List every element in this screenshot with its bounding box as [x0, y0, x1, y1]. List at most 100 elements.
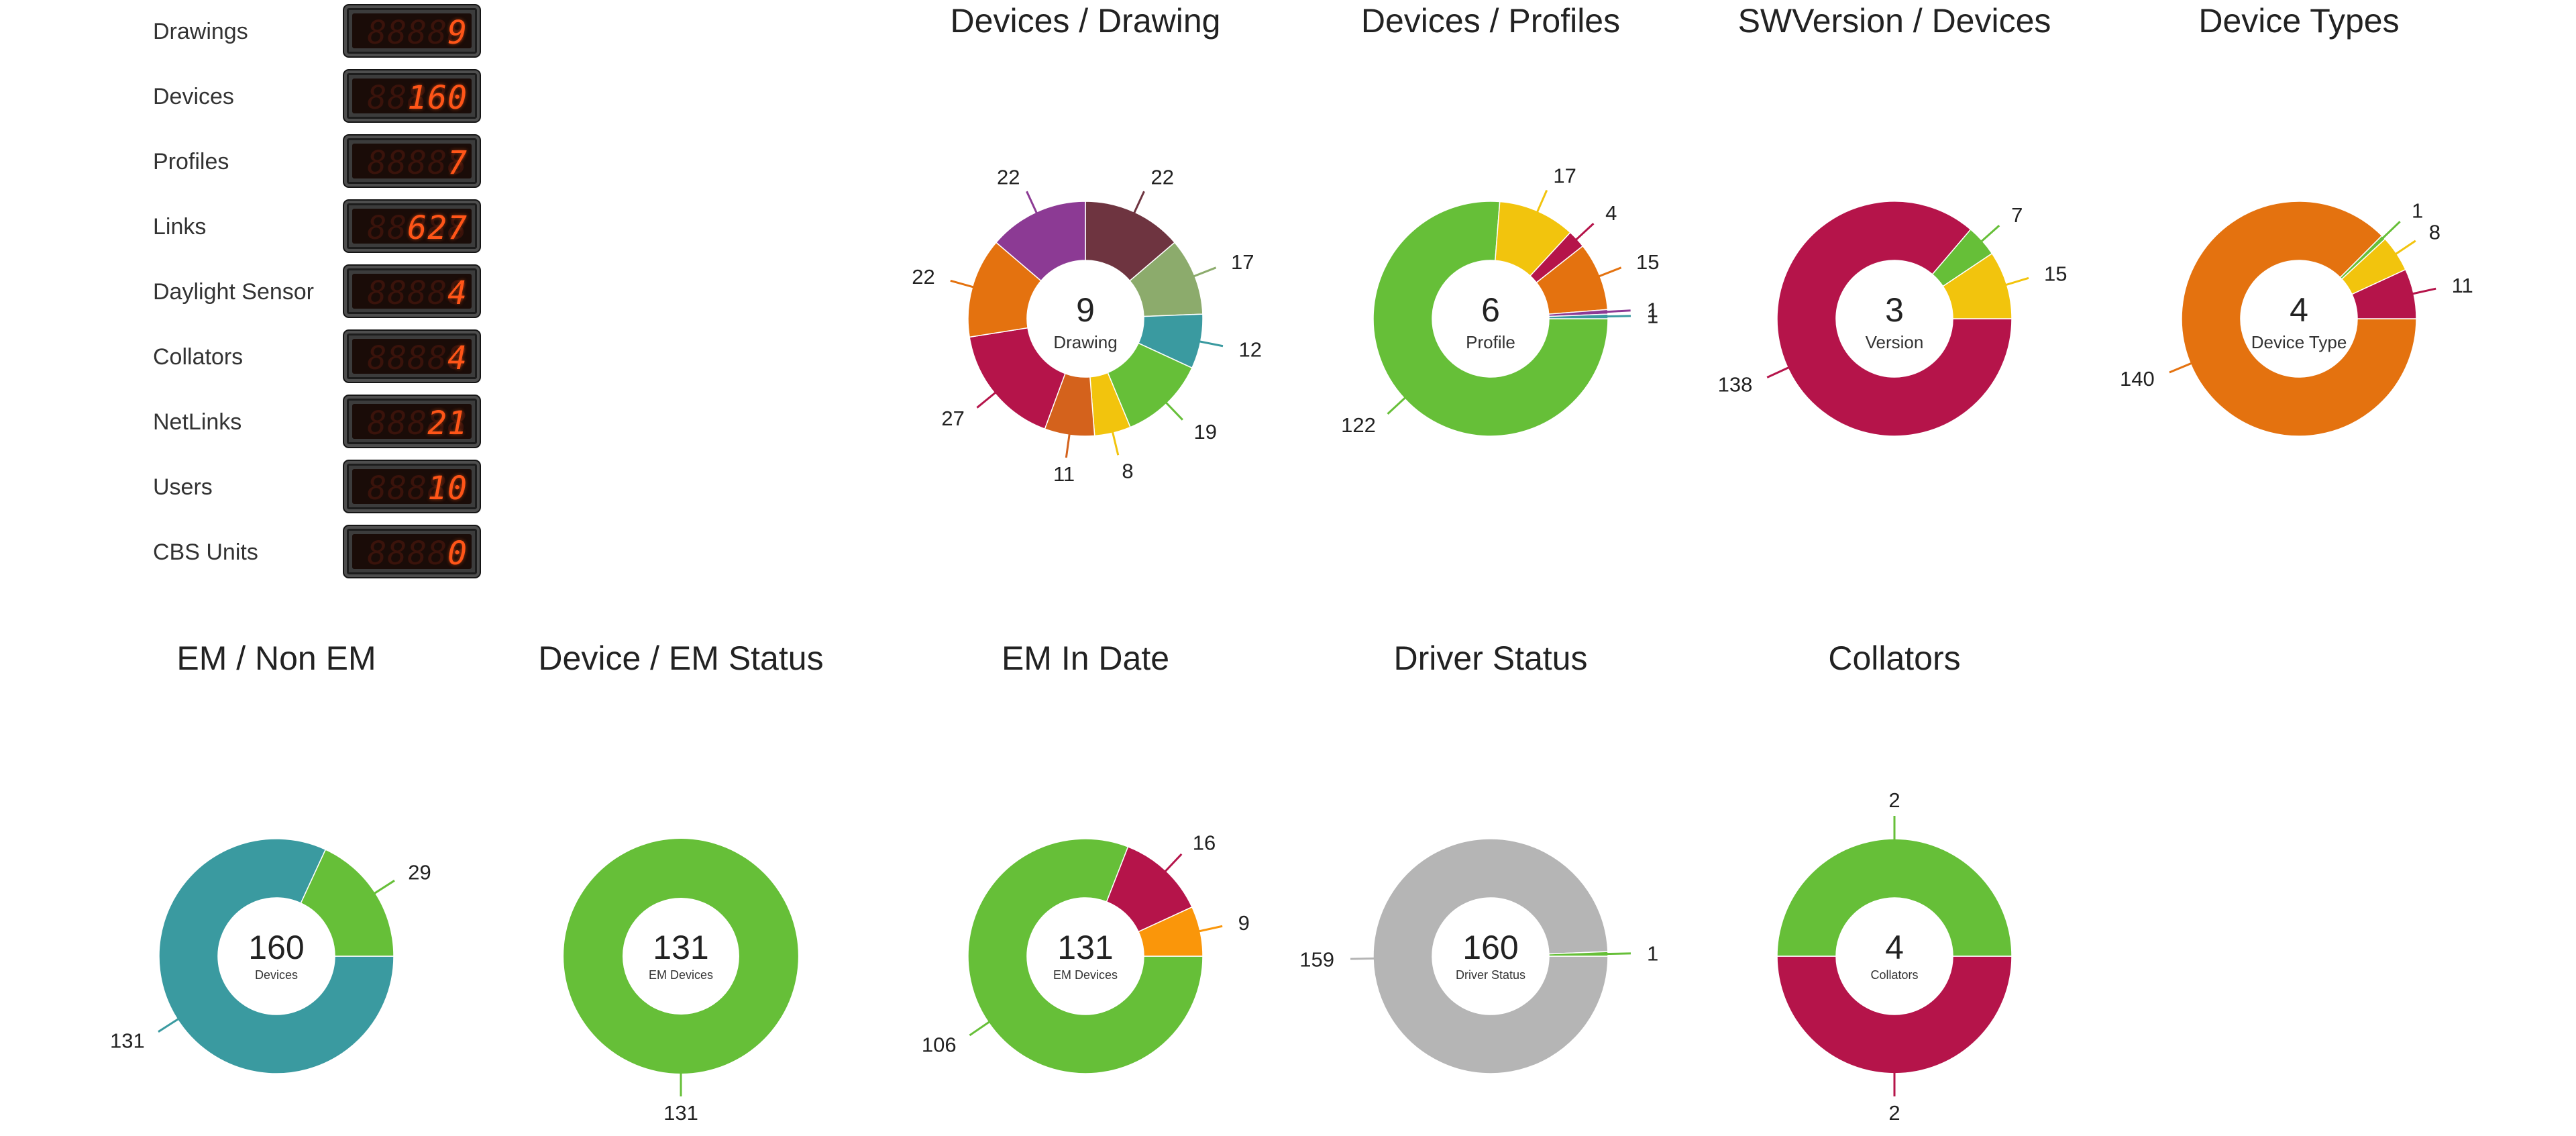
led-screen: 88888 4 [352, 339, 472, 374]
slice-leader-line [1766, 366, 1791, 378]
led-ghost-digits: 88888 [367, 535, 468, 569]
slice-value-label: 8 [1122, 460, 1133, 483]
counter-devices[interactable]: Devices 88888 160 [153, 69, 488, 134]
donut-slice[interactable] [1776, 956, 2012, 1074]
slice-value-label: 122 [1341, 413, 1376, 437]
slice-value-label: 131 [110, 1029, 145, 1053]
donut-slice[interactable] [300, 849, 394, 957]
donut-chart-device-em-status: Device / EM Status 131 131 EM Devices [538, 639, 823, 1125]
led-screen: 88888 10 [352, 469, 472, 504]
counter-collators[interactable]: Collators 88888 4 [153, 329, 488, 395]
donut-slice[interactable] [1942, 252, 2012, 319]
counter-panel: Drawings 88888 9 Devices 88888 160 Profi… [153, 4, 488, 590]
slice-leader-line [1111, 429, 1120, 456]
donut-slice[interactable] [2181, 201, 2417, 437]
slice-value-label: 19 [1193, 420, 1216, 444]
slice-leader-line [1350, 957, 1377, 960]
counter-value: 627 [407, 209, 468, 244]
slice-value-label: 15 [2044, 262, 2067, 285]
slice-value-label: 17 [1553, 164, 1576, 188]
slice-leader-line [1197, 925, 1223, 933]
slice-value-label: 22 [912, 265, 934, 289]
led-display: 88888 10 [344, 461, 480, 512]
led-display: 88888 4 [344, 266, 480, 317]
led-screen: 88888 7 [352, 144, 472, 178]
counter-drawings[interactable]: Drawings 88888 9 [153, 4, 488, 69]
slice-leader-line [2381, 221, 2401, 240]
counter-daylight-sensor[interactable]: Daylight Sensor 88888 4 [153, 264, 488, 329]
donut-chart-em-in-date: EM In Date 106 16 9 131 EM Devices [922, 639, 1250, 1074]
chart-title: Devices / Drawing [951, 2, 1221, 40]
slice-value-label: 140 [2120, 367, 2155, 391]
counter-links[interactable]: Links 88888 627 [153, 199, 488, 264]
counter-cbs-units[interactable]: CBS Units 88888 0 [153, 525, 488, 590]
slice-value-label: 11 [2452, 274, 2473, 297]
donut-slice[interactable] [1776, 838, 2012, 957]
counter-label: NetLinks [153, 409, 242, 435]
slice-value-label: 22 [1151, 165, 1174, 189]
donut-slice[interactable] [995, 201, 1086, 282]
led-ghost-digits: 88888 [367, 274, 468, 309]
slice-value-label: 4 [1605, 201, 1617, 225]
led-screen: 88888 9 [352, 13, 472, 48]
slice-leader-line [2394, 240, 2416, 256]
donut-slice[interactable] [1138, 906, 1203, 957]
slice-leader-line [1132, 191, 1145, 215]
center-caption: Driver Status [1456, 968, 1525, 982]
led-ghost-digits: 88888 [367, 144, 468, 178]
slice-leader-line [1605, 315, 1631, 318]
chart-title: Device / EM Status [538, 639, 823, 677]
chart-title: EM In Date [1002, 639, 1169, 677]
center-caption: Profile [1466, 332, 1515, 352]
counter-value: 10 [427, 470, 468, 504]
donut-slice[interactable] [1776, 201, 2012, 437]
slice-value-label: 106 [922, 1033, 957, 1056]
slice-value-label: 2 [1888, 788, 1900, 812]
donut-chart-collators: Collators 2 2 4 Collators [1776, 639, 2012, 1125]
led-ghost-digits: 88888 [367, 340, 468, 374]
slice-leader-line [2004, 276, 2029, 287]
slice-value-label: 12 [1239, 338, 1262, 361]
slice-value-label: 11 [1053, 462, 1075, 486]
slice-leader-line [1605, 952, 1631, 956]
led-screen: 88888 0 [352, 534, 472, 569]
chart-title: Devices / Profiles [1361, 2, 1620, 40]
slice-value-label: 7 [2011, 203, 2023, 227]
chart-title: Device Types [2198, 2, 2399, 40]
slice-value-label: 1 [1647, 941, 1658, 965]
slice-leader-line [969, 1020, 991, 1037]
center-total-value: 4 [1885, 929, 1904, 966]
center-total-value: 9 [1076, 291, 1095, 329]
donut-slice[interactable] [564, 839, 798, 1074]
led-ghost-digits: 88888 [367, 405, 468, 439]
counter-netlinks[interactable]: NetLinks 88888 21 [153, 395, 488, 460]
led-display: 88888 627 [344, 201, 480, 252]
donut-slice[interactable] [967, 838, 1203, 1074]
center-total-value: 131 [653, 929, 708, 966]
slice-leader-line [1597, 266, 1622, 278]
counter-value: 9 [447, 14, 468, 48]
center-caption: EM Devices [649, 968, 713, 982]
slice-leader-line [158, 1017, 180, 1033]
slice-leader-line [1197, 340, 1224, 348]
slice-value-label: 29 [408, 860, 431, 884]
center-total-value: 6 [1481, 291, 1500, 329]
donut-slice[interactable] [969, 327, 1066, 430]
slice-value-label: 16 [1193, 831, 1216, 854]
slice-leader-line [1065, 432, 1071, 458]
donut-slice[interactable] [1373, 838, 1609, 1074]
donut-slice[interactable] [158, 838, 394, 1074]
donut-slice[interactable] [1373, 201, 1609, 437]
counter-users[interactable]: Users 88888 10 [153, 460, 488, 525]
donut-slice[interactable] [2351, 268, 2417, 319]
slice-leader-line [1163, 853, 1183, 874]
led-screen: 88888 160 [352, 79, 472, 113]
led-display: 88888 7 [344, 136, 480, 187]
counter-label: CBS Units [153, 539, 258, 565]
chart-title: Collators [1828, 639, 1960, 677]
center-total-value: 3 [1885, 291, 1904, 329]
slice-leader-line [1387, 395, 1407, 415]
counter-profiles[interactable]: Profiles 88888 7 [153, 134, 488, 199]
center-total-value: 160 [1462, 929, 1518, 966]
center-caption: Collators [1870, 968, 1918, 982]
